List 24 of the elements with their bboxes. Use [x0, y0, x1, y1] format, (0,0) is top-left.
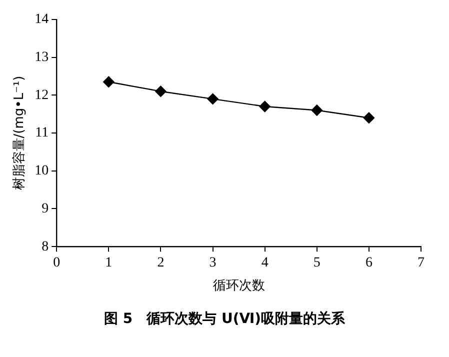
point: [311, 104, 322, 116]
y-axis-title: 树脂容量/(mg•L⁻¹): [11, 76, 28, 190]
y-tick-label: 10: [34, 164, 49, 179]
y-tick-label: 8: [42, 239, 49, 254]
y-tick-label: 11: [35, 126, 49, 141]
x-tick-label: 0: [53, 256, 60, 271]
x-tick-label: 2: [157, 256, 164, 271]
point: [363, 112, 375, 124]
caption: 图 5 循环次数与 U(Ⅵ)吸附量的关系: [102, 310, 346, 328]
x-tick-label: 4: [261, 256, 268, 271]
point: [207, 93, 218, 105]
y-tick-label: 12: [34, 88, 49, 103]
y-tick-label: 13: [34, 50, 49, 65]
y-tick-label: 14: [34, 12, 49, 28]
point: [103, 76, 114, 88]
x-tick-label: 6: [365, 256, 372, 271]
x-axis-title: 循环次数: [212, 278, 265, 294]
x-tick-label: 5: [313, 256, 320, 271]
x-tick-label: 7: [418, 256, 424, 271]
point: [155, 86, 166, 97]
y-tick-label: 9: [42, 201, 49, 216]
point: [259, 100, 270, 112]
x-tick-label: 1: [105, 256, 112, 271]
x-tick-label: 3: [209, 256, 216, 271]
